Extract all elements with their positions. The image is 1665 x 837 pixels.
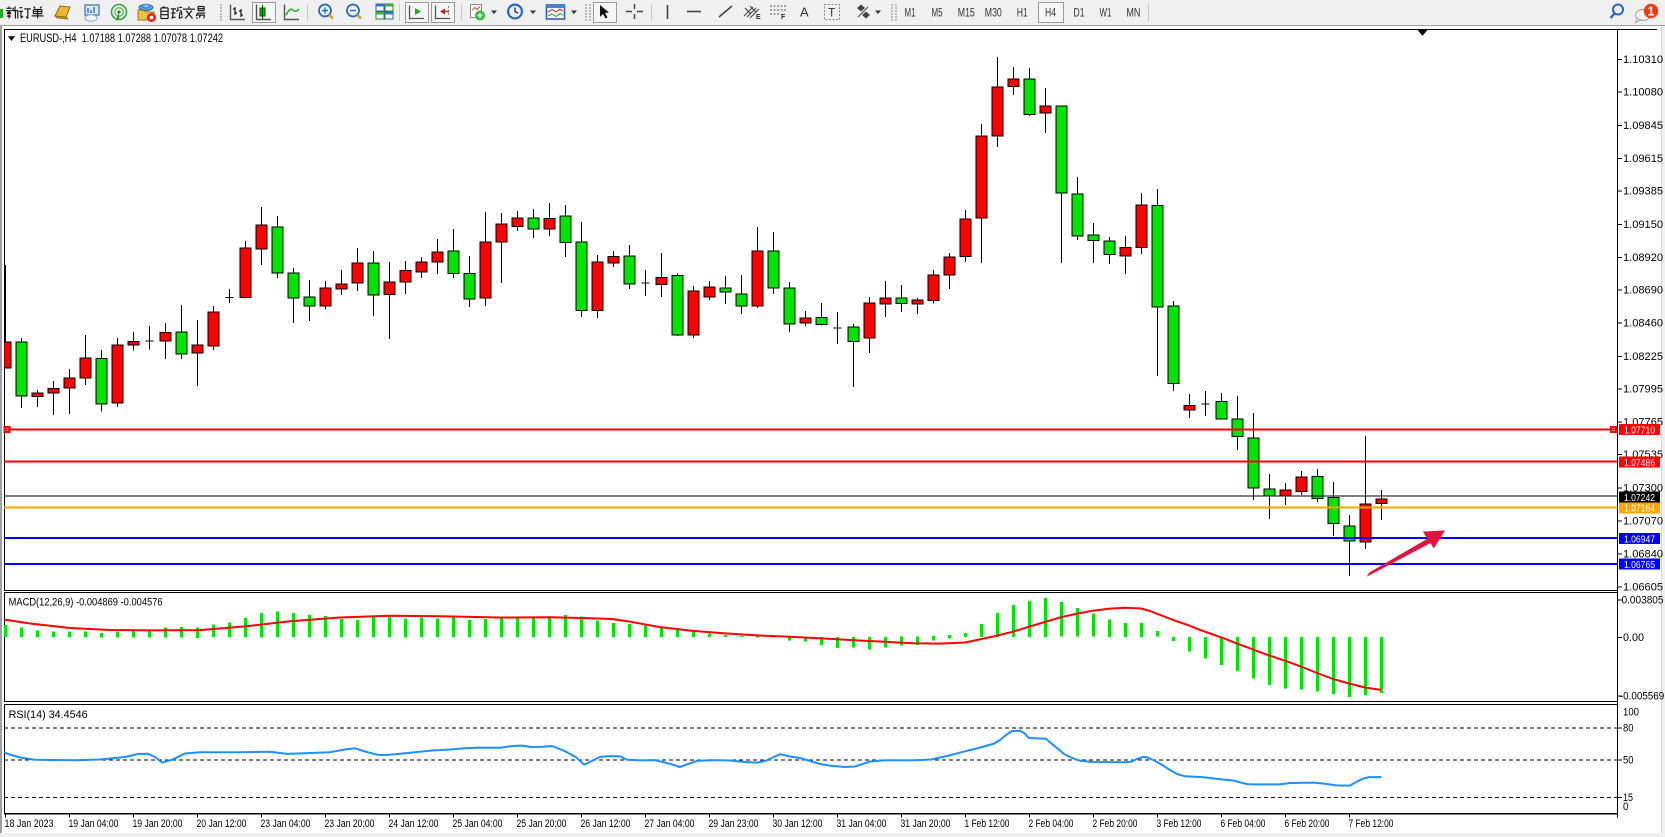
- svg-text:1.08460: 1.08460: [1623, 317, 1663, 329]
- svg-text:2 Feb 04:00: 2 Feb 04:00: [1029, 818, 1074, 830]
- svg-text:E: E: [756, 14, 761, 21]
- svg-text:24 Jan 12:00: 24 Jan 12:00: [389, 818, 439, 830]
- svg-text:1.08225: 1.08225: [1623, 351, 1663, 363]
- svg-text:1.08690: 1.08690: [1623, 285, 1663, 297]
- svg-text:6 Feb 20:00: 6 Feb 20:00: [1285, 818, 1330, 830]
- svg-text:25 Jan 04:00: 25 Jan 04:00: [453, 818, 503, 830]
- svg-text:1 Feb 12:00: 1 Feb 12:00: [965, 818, 1010, 830]
- svg-text:RSI(14) 34.4546: RSI(14) 34.4546: [9, 709, 88, 721]
- svg-text:80: 80: [1623, 723, 1634, 735]
- svg-text:27 Jan 04:00: 27 Jan 04:00: [645, 818, 695, 830]
- svg-text:31 Jan 04:00: 31 Jan 04:00: [837, 818, 887, 830]
- svg-text:A: A: [800, 5, 809, 20]
- svg-text:1.07710: 1.07710: [1624, 424, 1655, 436]
- svg-text:0: 0: [1623, 801, 1629, 813]
- svg-text:0.00: 0.00: [1623, 632, 1644, 644]
- svg-text:31 Jan 20:00: 31 Jan 20:00: [901, 818, 951, 830]
- svg-text:3 Feb 12:00: 3 Feb 12:00: [1157, 818, 1202, 830]
- svg-text:1.06605: 1.06605: [1623, 582, 1663, 594]
- svg-text:1.07242: 1.07242: [1624, 492, 1655, 504]
- svg-text:MACD(12,26,9) -0.004869 -0.004: MACD(12,26,9) -0.004869 -0.004576: [9, 597, 163, 609]
- svg-text:1.10080: 1.10080: [1623, 87, 1663, 99]
- svg-text:D1: D1: [1074, 8, 1085, 20]
- svg-text:7 Feb 12:00: 7 Feb 12:00: [1349, 818, 1394, 830]
- svg-text:1.07486: 1.07486: [1624, 457, 1655, 469]
- svg-text:H4: H4: [1045, 8, 1056, 20]
- svg-text:-0.005569: -0.005569: [1620, 691, 1665, 703]
- svg-text:EURUSD-,H4 1.07188 1.07288 1.: EURUSD-,H4 1.07188 1.07288 1.07078 1.072…: [20, 33, 223, 45]
- svg-text:1.09385: 1.09385: [1623, 186, 1663, 198]
- svg-text:0.003805: 0.003805: [1622, 595, 1664, 607]
- svg-text:1.10310: 1.10310: [1623, 54, 1663, 66]
- svg-text:15: 15: [1623, 792, 1633, 804]
- svg-text:M5: M5: [932, 8, 943, 20]
- svg-text:W1: W1: [1100, 8, 1112, 20]
- svg-text:1.09150: 1.09150: [1623, 219, 1663, 231]
- svg-text:1.06765: 1.06765: [1624, 559, 1655, 571]
- svg-text:F: F: [781, 14, 786, 21]
- svg-text:6 Feb 04:00: 6 Feb 04:00: [1221, 818, 1266, 830]
- svg-text:30 Jan 12:00: 30 Jan 12:00: [773, 818, 823, 830]
- svg-text:T: T: [828, 6, 836, 20]
- svg-text:1.07070: 1.07070: [1623, 515, 1663, 527]
- svg-text:MN: MN: [1126, 8, 1140, 20]
- svg-text:29 Jan 23:00: 29 Jan 23:00: [709, 818, 759, 830]
- svg-text:20 Jan 12:00: 20 Jan 12:00: [197, 818, 247, 830]
- svg-text:1.07164: 1.07164: [1624, 503, 1655, 515]
- svg-text:1.06840: 1.06840: [1623, 548, 1663, 560]
- svg-text:2 Feb 20:00: 2 Feb 20:00: [1093, 818, 1138, 830]
- svg-text:19 Jan 20:00: 19 Jan 20:00: [133, 818, 183, 830]
- svg-text:26 Jan 12:00: 26 Jan 12:00: [581, 818, 631, 830]
- svg-text:H1: H1: [1017, 8, 1028, 20]
- svg-text:1.09615: 1.09615: [1623, 153, 1663, 165]
- svg-text:1.08920: 1.08920: [1623, 252, 1663, 264]
- svg-text:23 Jan 20:00: 23 Jan 20:00: [325, 818, 375, 830]
- svg-text:M15: M15: [958, 8, 975, 20]
- svg-text:1.09845: 1.09845: [1623, 120, 1663, 132]
- svg-text:18 Jan 2023: 18 Jan 2023: [5, 818, 54, 830]
- svg-text:23 Jan 04:00: 23 Jan 04:00: [261, 818, 311, 830]
- svg-text:19 Jan 04:00: 19 Jan 04:00: [69, 818, 119, 830]
- svg-text:25 Jan 20:00: 25 Jan 20:00: [517, 818, 567, 830]
- svg-text:100: 100: [1623, 707, 1639, 719]
- svg-text:1.07995: 1.07995: [1623, 384, 1663, 396]
- svg-text:1: 1: [1648, 4, 1655, 18]
- svg-text:1.06947: 1.06947: [1624, 533, 1655, 545]
- svg-text:50: 50: [1623, 755, 1634, 767]
- svg-text:M1: M1: [905, 8, 916, 20]
- svg-text:M30: M30: [985, 8, 1002, 20]
